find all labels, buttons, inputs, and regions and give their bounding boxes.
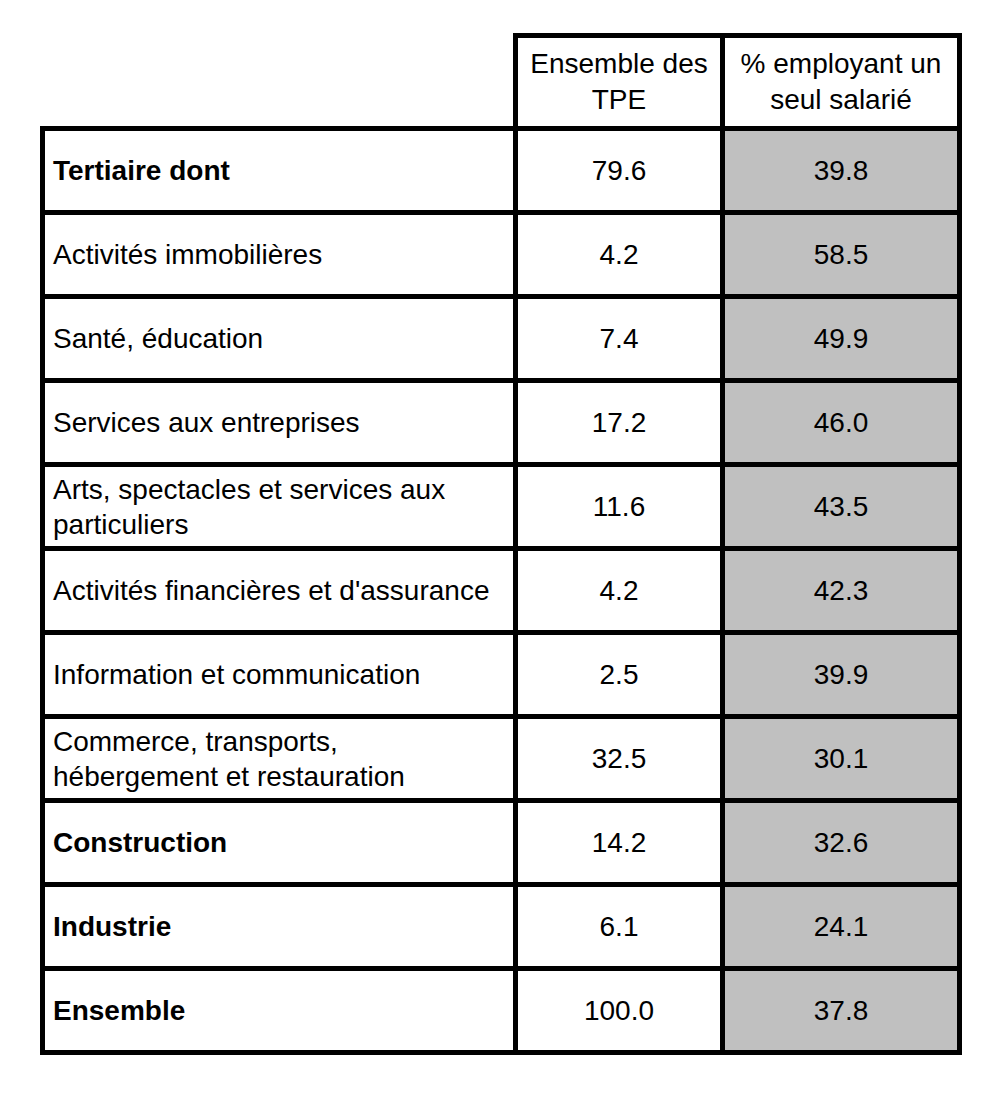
ensemble-tpe-value: 17.2 <box>516 381 723 465</box>
row-label: Ensemble <box>43 969 516 1053</box>
header-blank-cell <box>43 36 516 129</box>
pct-seul-salarie-value: 42.3 <box>723 549 960 633</box>
table-row: Information et communication 2.5 39.9 <box>43 633 960 717</box>
table-row: Arts, spectacles et services aux particu… <box>43 465 960 549</box>
header-ensemble-tpe: Ensemble des TPE <box>516 36 723 129</box>
pct-seul-salarie-value: 39.8 <box>723 129 960 213</box>
pct-seul-salarie-value: 49.9 <box>723 297 960 381</box>
pct-seul-salarie-value: 58.5 <box>723 213 960 297</box>
page: Ensemble des TPE % employant un seul sal… <box>0 0 1006 1112</box>
pct-seul-salarie-value: 32.6 <box>723 801 960 885</box>
ensemble-tpe-value: 4.2 <box>516 549 723 633</box>
ensemble-tpe-value: 4.2 <box>516 213 723 297</box>
table-row: Santé, éducation 7.4 49.9 <box>43 297 960 381</box>
table-row: Industrie 6.1 24.1 <box>43 885 960 969</box>
pct-seul-salarie-value: 43.5 <box>723 465 960 549</box>
row-label: Santé, éducation <box>43 297 516 381</box>
row-label: Information et communication <box>43 633 516 717</box>
table-body: Tertiaire dont 79.6 39.8 Activités immob… <box>43 129 960 1053</box>
row-label: Activités financières et d'assurance <box>43 549 516 633</box>
ensemble-tpe-value: 100.0 <box>516 969 723 1053</box>
pct-seul-salarie-value: 39.9 <box>723 633 960 717</box>
row-label: Tertiaire dont <box>43 129 516 213</box>
row-label: Services aux entreprises <box>43 381 516 465</box>
pct-seul-salarie-value: 37.8 <box>723 969 960 1053</box>
tpe-sector-table: Ensemble des TPE % employant un seul sal… <box>40 33 962 1055</box>
ensemble-tpe-value: 11.6 <box>516 465 723 549</box>
row-label: Industrie <box>43 885 516 969</box>
table-row: Services aux entreprises 17.2 46.0 <box>43 381 960 465</box>
row-label: Arts, spectacles et services aux particu… <box>43 465 516 549</box>
table-row: Commerce, transports, hébergement et res… <box>43 717 960 801</box>
table-row: Tertiaire dont 79.6 39.8 <box>43 129 960 213</box>
ensemble-tpe-value: 32.5 <box>516 717 723 801</box>
table-row: Activités financières et d'assurance 4.2… <box>43 549 960 633</box>
table-row: Construction 14.2 32.6 <box>43 801 960 885</box>
row-label: Activités immobilières <box>43 213 516 297</box>
header-pct-seul-salarie: % employant un seul salarié <box>723 36 960 129</box>
ensemble-tpe-value: 6.1 <box>516 885 723 969</box>
pct-seul-salarie-value: 30.1 <box>723 717 960 801</box>
table-row: Ensemble 100.0 37.8 <box>43 969 960 1053</box>
row-label: Commerce, transports, hébergement et res… <box>43 717 516 801</box>
ensemble-tpe-value: 7.4 <box>516 297 723 381</box>
header-row: Ensemble des TPE % employant un seul sal… <box>43 36 960 129</box>
ensemble-tpe-value: 14.2 <box>516 801 723 885</box>
table-row: Activités immobilières 4.2 58.5 <box>43 213 960 297</box>
row-label: Construction <box>43 801 516 885</box>
pct-seul-salarie-value: 46.0 <box>723 381 960 465</box>
ensemble-tpe-value: 2.5 <box>516 633 723 717</box>
ensemble-tpe-value: 79.6 <box>516 129 723 213</box>
pct-seul-salarie-value: 24.1 <box>723 885 960 969</box>
